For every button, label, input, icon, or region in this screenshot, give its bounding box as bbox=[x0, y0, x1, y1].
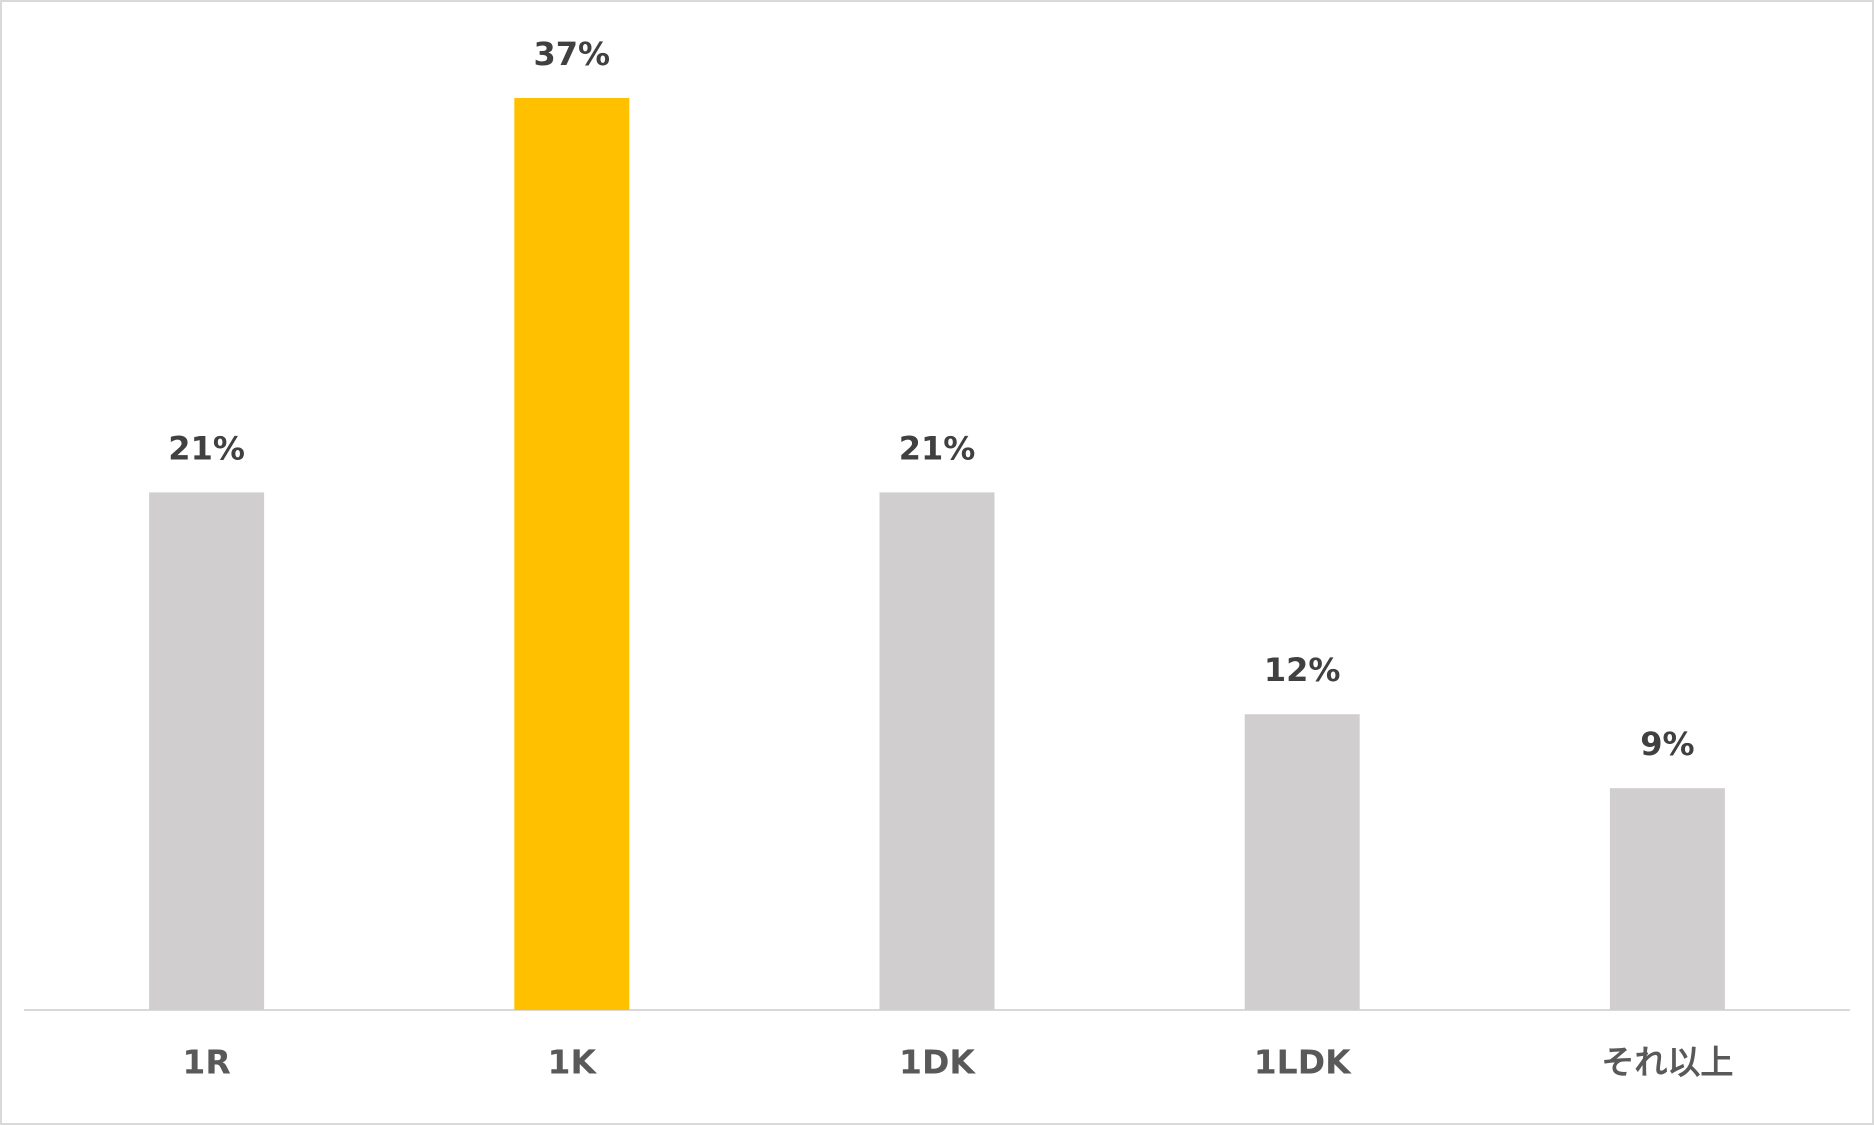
bar bbox=[1244, 714, 1360, 1010]
value-label: 21% bbox=[899, 429, 976, 467]
bar bbox=[514, 98, 630, 1010]
x-tick-label: 1DK bbox=[899, 1043, 976, 1082]
bar bbox=[149, 492, 265, 1010]
value-label: 37% bbox=[534, 35, 611, 73]
x-tick-label: それ以上 bbox=[1601, 1043, 1733, 1082]
x-tick-label: 1R bbox=[182, 1043, 230, 1082]
x-tick-label: 1LDK bbox=[1254, 1043, 1352, 1082]
value-label: 12% bbox=[1264, 651, 1341, 689]
bar bbox=[1609, 788, 1725, 1010]
value-label: 21% bbox=[168, 429, 245, 467]
bar bbox=[879, 492, 995, 1010]
value-label: 9% bbox=[1640, 725, 1694, 763]
x-tick-label: 1K bbox=[548, 1043, 598, 1082]
